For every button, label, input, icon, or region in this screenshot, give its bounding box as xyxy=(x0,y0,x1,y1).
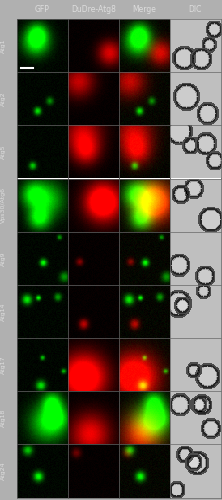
Text: DIC: DIC xyxy=(189,5,202,14)
Text: Atg1: Atg1 xyxy=(1,38,6,53)
Text: Merge: Merge xyxy=(132,5,156,14)
Text: Atg24: Atg24 xyxy=(1,462,6,480)
Text: Vps30/Atg6: Vps30/Atg6 xyxy=(1,187,6,223)
Text: Atg14: Atg14 xyxy=(1,302,6,320)
Text: Atg2: Atg2 xyxy=(1,92,6,106)
Text: GFP: GFP xyxy=(35,5,50,14)
Text: Atg9: Atg9 xyxy=(1,251,6,266)
Text: Atg5: Atg5 xyxy=(1,144,6,159)
Text: DuDre-Atg8: DuDre-Atg8 xyxy=(71,5,116,14)
Text: Atg18: Atg18 xyxy=(1,408,6,427)
Text: Atg17: Atg17 xyxy=(1,356,6,374)
